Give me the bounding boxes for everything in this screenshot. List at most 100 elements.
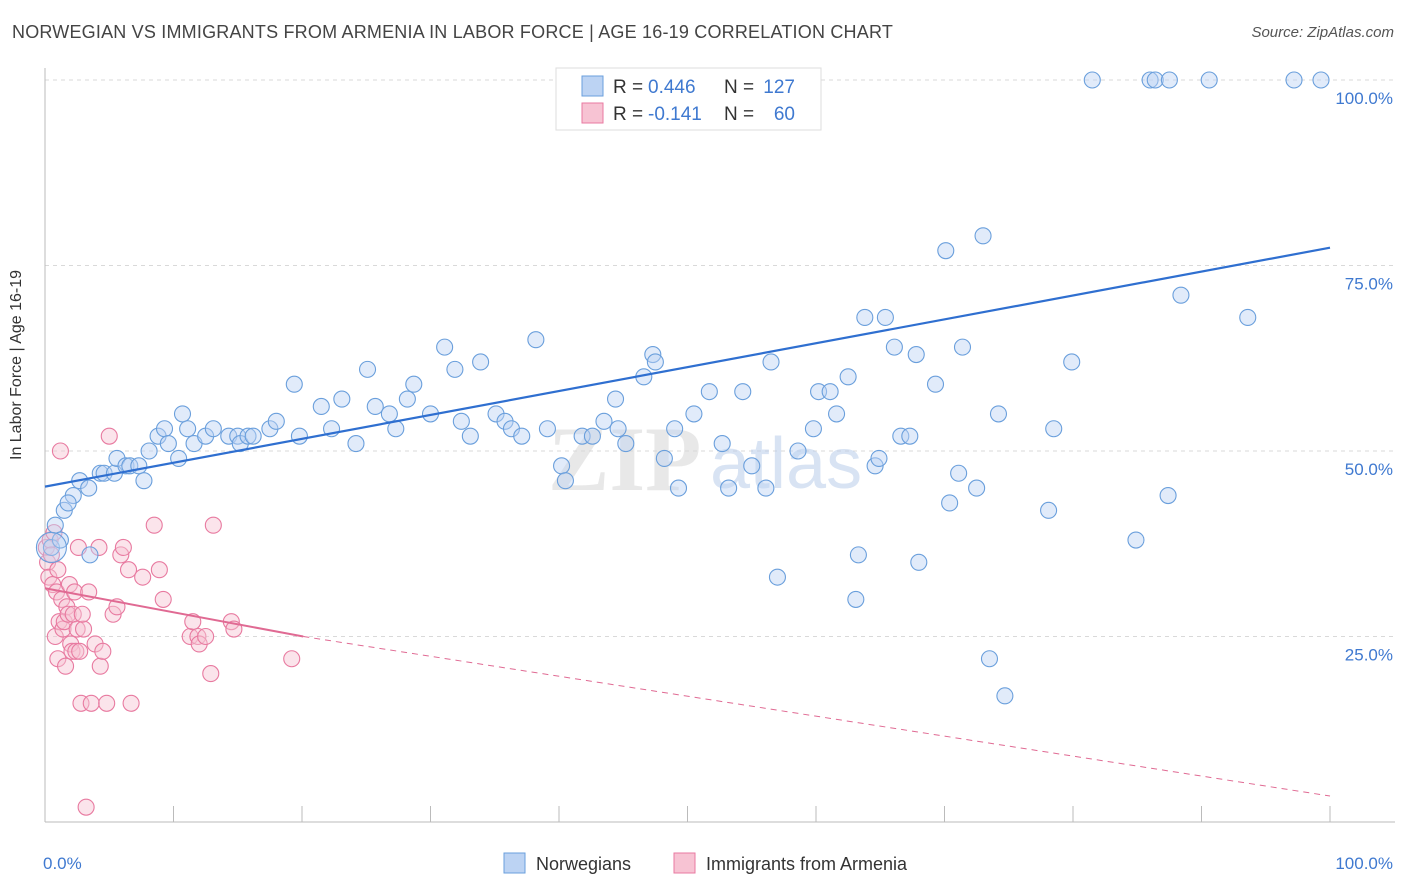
data-point-norwegian <box>1312 71 1330 89</box>
data-point-norwegian <box>333 390 351 408</box>
data-point-norwegian <box>804 420 822 438</box>
data-point-armenia <box>57 657 75 675</box>
data-point-norwegian <box>828 405 846 423</box>
watermark: ZIP atlas <box>548 408 862 510</box>
x-tick-label-min: 0.0% <box>43 854 82 873</box>
data-point-norwegian <box>135 472 153 490</box>
y-tick-label: 100.0% <box>1335 89 1393 108</box>
data-point-norwegian <box>669 479 688 497</box>
data-point-norwegian <box>1127 531 1145 549</box>
data-point-norwegian <box>926 375 945 393</box>
data-point-norwegian <box>847 590 865 608</box>
data-point-norwegian <box>290 427 308 445</box>
legend-swatch <box>581 75 604 97</box>
data-point-norwegian <box>713 435 731 453</box>
data-point-norwegian <box>538 420 556 438</box>
data-point-norwegian <box>870 449 888 467</box>
data-point-norwegian <box>720 479 738 497</box>
bottom-legend-swatch-armenia <box>673 852 696 874</box>
data-point-norwegian <box>685 405 703 423</box>
data-point-norwegian <box>757 479 775 497</box>
data-point-armenia <box>72 694 90 712</box>
data-point-norwegian <box>446 360 464 378</box>
bottom-legend-swatch-norwegians <box>503 852 526 874</box>
legend-n-label: N = <box>724 104 754 125</box>
watermark-atlas: atlas <box>710 424 862 504</box>
legend: R = 0.446 N = 127 R = -0.141 N = 60 <box>555 67 822 131</box>
data-point-norwegian <box>743 457 761 475</box>
data-point-armenia <box>134 568 152 586</box>
data-point-armenia <box>145 516 163 534</box>
data-point-norwegian <box>140 442 158 460</box>
data-point-norwegian <box>937 242 955 260</box>
data-point-norwegian <box>821 383 839 401</box>
data-point-norwegian <box>892 427 910 445</box>
legend-swatch <box>581 102 604 124</box>
data-point-norwegian <box>347 435 365 453</box>
data-point-norwegian <box>358 360 377 378</box>
data-point-norwegian <box>267 412 285 430</box>
data-point-norwegian <box>901 427 919 445</box>
data-point-norwegian <box>59 494 77 512</box>
data-point-armenia <box>51 442 69 460</box>
data-point-armenia <box>77 798 95 816</box>
data-point-norwegian <box>953 338 972 356</box>
chart-title: NORWEGIAN VS IMMIGRANTS FROM ARMENIA IN … <box>12 22 894 42</box>
data-point-norwegian <box>941 494 959 512</box>
data-point-norwegian <box>398 390 416 408</box>
trend-lines <box>44 246 1331 797</box>
data-point-norwegian <box>1285 71 1303 89</box>
data-point-norwegian <box>51 531 69 549</box>
data-point-norwegian <box>312 397 330 416</box>
data-point-norwegian <box>907 345 925 364</box>
data-point-norwegian <box>452 412 470 430</box>
data-point-norwegian <box>513 427 531 445</box>
data-point-norwegian <box>974 227 992 245</box>
data-point-norwegian <box>573 427 591 445</box>
data-point-armenia <box>154 590 172 608</box>
data-point-norwegian <box>950 464 968 482</box>
y-tick-label: 25.0% <box>1345 646 1393 665</box>
series-norwegians <box>35 71 1330 705</box>
data-point-norwegian <box>527 331 545 349</box>
bottom-legend: Norwegians Immigrants from Armenia <box>503 852 908 874</box>
data-point-armenia <box>71 642 89 660</box>
data-point-norwegian <box>1160 71 1178 89</box>
y-tick-label: 50.0% <box>1345 460 1393 479</box>
data-point-armenia <box>114 538 132 557</box>
data-point-norwegian <box>789 442 807 460</box>
data-point-norwegian <box>1239 308 1257 326</box>
data-point-norwegian <box>159 435 177 453</box>
data-point-norwegian <box>968 479 986 497</box>
data-point-norwegian <box>285 375 303 393</box>
data-point-norwegian <box>436 338 454 356</box>
data-point-armenia <box>197 627 215 646</box>
data-point-norwegian <box>35 531 67 564</box>
data-point-norwegian <box>885 338 903 356</box>
data-point-norwegian <box>762 353 780 371</box>
data-point-norwegian <box>583 427 601 445</box>
data-point-norwegian <box>1063 353 1081 371</box>
data-point-armenia <box>150 561 168 579</box>
data-point-norwegian <box>239 427 257 445</box>
data-point-norwegian <box>380 405 398 423</box>
legend-n-value: 60 <box>774 104 795 125</box>
data-point-armenia <box>184 613 202 631</box>
data-point-norwegian <box>405 375 423 393</box>
grid-layer <box>45 79 1395 637</box>
legend-n-label: N = <box>724 77 754 98</box>
x-tick-label-max: 100.0% <box>1335 854 1393 873</box>
data-point-norwegian <box>461 427 479 445</box>
trendline-norwegians <box>44 246 1331 488</box>
data-point-armenia <box>68 620 86 638</box>
data-point-norwegian <box>1200 71 1218 89</box>
data-point-norwegian <box>366 397 384 416</box>
data-point-norwegian <box>130 457 148 475</box>
data-point-norwegian <box>244 427 262 445</box>
data-point-norwegian <box>646 353 664 371</box>
series-immigrants-from-armenia <box>37 427 301 816</box>
data-point-norwegian <box>1146 71 1164 89</box>
legend-r-label: R = <box>613 104 643 125</box>
data-point-norwegian <box>980 650 999 668</box>
